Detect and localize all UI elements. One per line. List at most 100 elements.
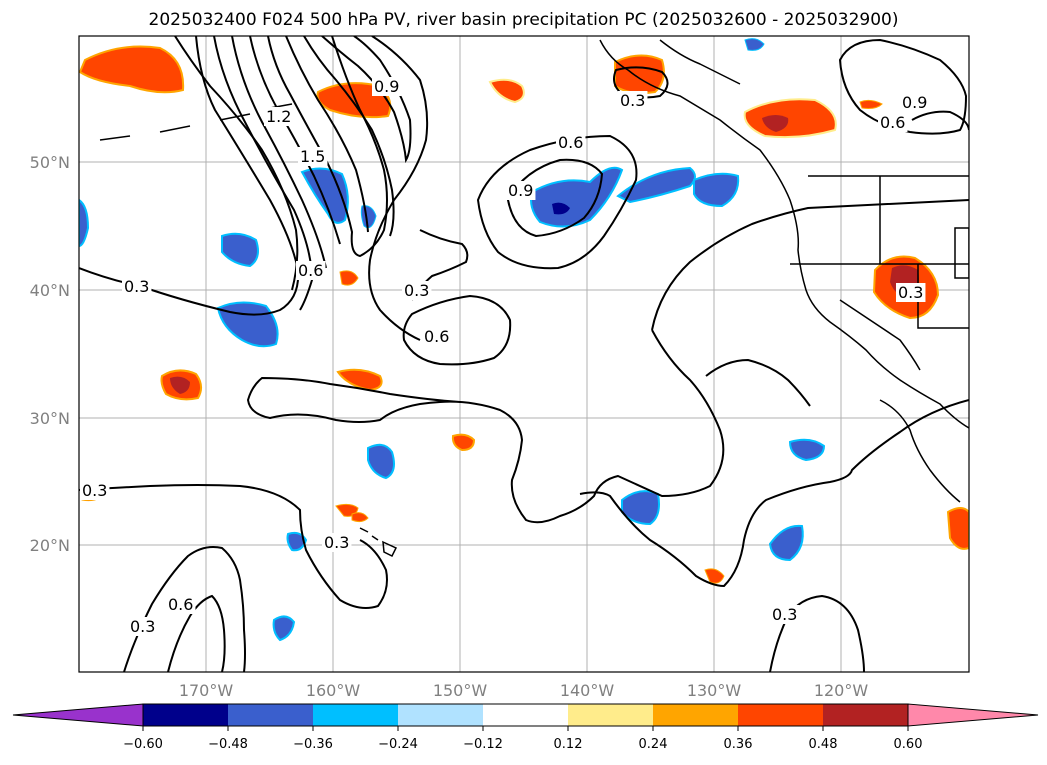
colorbar-tick-label: 0.12 xyxy=(554,737,583,752)
contour-label: 1.2 xyxy=(266,107,291,126)
contour-label: 0.9 xyxy=(508,181,533,200)
latitude-labels: 50°N 40°N 30°N 20°N xyxy=(30,153,70,555)
contour-label-bg xyxy=(422,327,452,346)
map-plot-area: 0.9 1.2 1.5 0.6 0.3 0.3 0.9 0.6 0.3 0.6 … xyxy=(79,36,969,672)
colorbar-segment xyxy=(568,704,653,726)
precip-negative-area xyxy=(788,438,826,462)
precip-negative-area xyxy=(744,38,765,51)
contour-label: 0.3 xyxy=(324,533,349,552)
colorbar-segment xyxy=(228,704,313,726)
contour-label-bg xyxy=(896,283,926,302)
contour-label: 0.6 xyxy=(880,113,905,132)
precip-positive-area xyxy=(79,45,185,94)
contour-label: 0.6 xyxy=(168,595,193,614)
colorbar-segment xyxy=(738,704,823,726)
colorbar-tick-label: 0.24 xyxy=(639,737,668,752)
precip-positive-area xyxy=(743,98,837,139)
colorbar-tick-label: −0.60 xyxy=(123,737,163,752)
precip-negative-area xyxy=(221,232,259,268)
precip-positive-area xyxy=(704,568,725,584)
contour-label-bg xyxy=(322,533,352,552)
precip-negative-area xyxy=(272,615,296,642)
contour-label-bg xyxy=(402,281,432,300)
colorbar-segment xyxy=(653,704,738,726)
contour-label-bg xyxy=(618,91,648,110)
colorbar-tick-label: 0.48 xyxy=(809,737,838,752)
colorbar-segment xyxy=(398,704,483,726)
precip-negative-area xyxy=(552,202,570,215)
lon-label: 120°W xyxy=(814,681,869,700)
contour-label: 0.3 xyxy=(620,91,645,110)
contour-label: 0.3 xyxy=(404,281,429,300)
precip-positive-area xyxy=(762,115,789,132)
colorbar-tick-label: 0.36 xyxy=(724,737,753,752)
precip-negative-area xyxy=(360,205,377,229)
contour-label: 0.6 xyxy=(558,133,583,152)
precip-positive-area xyxy=(859,99,883,109)
plot-frame xyxy=(78,35,970,673)
colorbar-outline xyxy=(142,703,909,727)
colorbar: −0.60 −0.48 −0.36 −0.24 −0.12 0.12 0.24 0.36 0.4… xyxy=(12,703,1039,752)
contour-label: 0.6 xyxy=(298,261,323,280)
contour-label-bg xyxy=(298,147,328,166)
contour-label: 0.3 xyxy=(124,277,149,296)
contour-label: 0.6 xyxy=(424,327,449,346)
longitude-labels: 170°W 160°W 150°W 140°W 130°W 120°W xyxy=(179,681,869,700)
lat-label: 30°N xyxy=(30,409,70,428)
precip-shading xyxy=(79,38,969,642)
lon-label: 130°W xyxy=(687,681,742,700)
contour-label-bg xyxy=(166,595,196,614)
contour-label-bg xyxy=(128,617,158,636)
contour-label-bg xyxy=(506,181,536,200)
precip-negative-area xyxy=(367,443,395,480)
contour-label: 0.9 xyxy=(902,93,927,112)
contour-label-bg xyxy=(296,261,326,280)
precip-positive-area xyxy=(946,507,969,550)
precip-positive-area xyxy=(170,376,190,394)
contour-label-bg xyxy=(900,93,930,112)
precip-negative-area xyxy=(286,531,308,552)
colorbar-tick-label: 0.60 xyxy=(894,737,923,752)
colorbar-tick-label: −0.24 xyxy=(378,737,418,752)
contour-label: 0.9 xyxy=(374,77,399,96)
colorbar-tick-label: −0.12 xyxy=(463,737,503,752)
precip-negative-area xyxy=(616,166,696,204)
pv-contours xyxy=(79,36,969,672)
contour-label-bg xyxy=(80,481,110,500)
precip-positive-area xyxy=(339,270,359,286)
lon-label: 160°W xyxy=(306,681,361,700)
contour-label: 1.5 xyxy=(300,147,325,166)
precip-negative-area xyxy=(693,172,740,208)
contour-label-bg xyxy=(264,107,294,126)
lat-label: 50°N xyxy=(30,153,70,172)
colorbar-tick-label: −0.48 xyxy=(208,737,248,752)
contour-label-bg xyxy=(372,77,402,96)
map-title: 2025032400 F024 500 hPa PV, river basin … xyxy=(148,10,899,30)
lat-label: 40°N xyxy=(30,281,70,300)
lon-label: 170°W xyxy=(179,681,234,700)
lon-label: 150°W xyxy=(433,681,488,700)
colorbar-extend-high xyxy=(907,703,1039,727)
gridlines xyxy=(79,36,969,672)
precip-negative-area xyxy=(530,166,624,228)
contour-label-bg xyxy=(556,133,586,152)
lat-label: 20°N xyxy=(30,536,70,555)
precip-positive-area xyxy=(451,433,476,452)
colorbar-segment xyxy=(143,704,228,726)
colorbar-segment xyxy=(483,704,568,726)
contour-label-bg xyxy=(770,605,800,624)
colorbar-segment xyxy=(313,704,398,726)
contour-labels: 0.9 1.2 1.5 0.6 0.3 0.3 0.9 0.6 0.3 0.6 … xyxy=(80,77,930,636)
contour-label-bg xyxy=(878,113,908,132)
precip-positive-area xyxy=(488,78,525,104)
colorbar-extend-low xyxy=(12,703,144,727)
contour-label: 0.3 xyxy=(82,481,107,500)
colorbar-tick-label: −0.36 xyxy=(293,737,333,752)
contour-label: 0.3 xyxy=(898,283,923,302)
precip-negative-area xyxy=(621,490,660,526)
precip-negative-area xyxy=(79,198,90,248)
coastlines xyxy=(99,39,969,558)
lon-label: 140°W xyxy=(560,681,615,700)
precip-negative-area xyxy=(768,524,804,562)
